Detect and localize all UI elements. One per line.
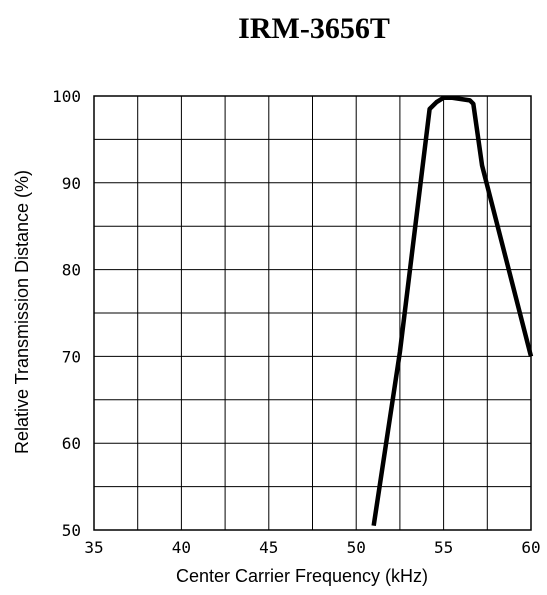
y-tick-label: 80 (62, 261, 81, 280)
y-tick-label: 70 (62, 347, 81, 366)
plot-frame (93, 95, 532, 531)
x-tick-labels: 35 40 45 50 55 60 (84, 538, 540, 557)
x-tick-label: 50 (347, 538, 366, 557)
y-axis-label: Relative Transmission Distance (%) (12, 170, 32, 454)
x-axis-label: Center Carrier Frequency (kHz) (176, 566, 428, 586)
y-tick-labels: 50 60 70 80 90 100 (52, 87, 81, 540)
x-tick-label: 45 (259, 538, 278, 557)
chart-title: IRM-3656T (238, 12, 390, 45)
y-tick-label: 90 (62, 174, 81, 193)
series-line (371, 95, 534, 526)
grid (93, 95, 532, 531)
y-tick-label: 50 (62, 521, 81, 540)
x-tick-label: 60 (521, 538, 540, 557)
series-group (371, 95, 534, 526)
x-tick-label: 40 (172, 538, 191, 557)
x-tick-label: 35 (84, 538, 103, 557)
y-tick-label: 100 (52, 87, 81, 106)
y-tick-label: 60 (62, 434, 81, 453)
x-tick-label: 55 (434, 538, 453, 557)
